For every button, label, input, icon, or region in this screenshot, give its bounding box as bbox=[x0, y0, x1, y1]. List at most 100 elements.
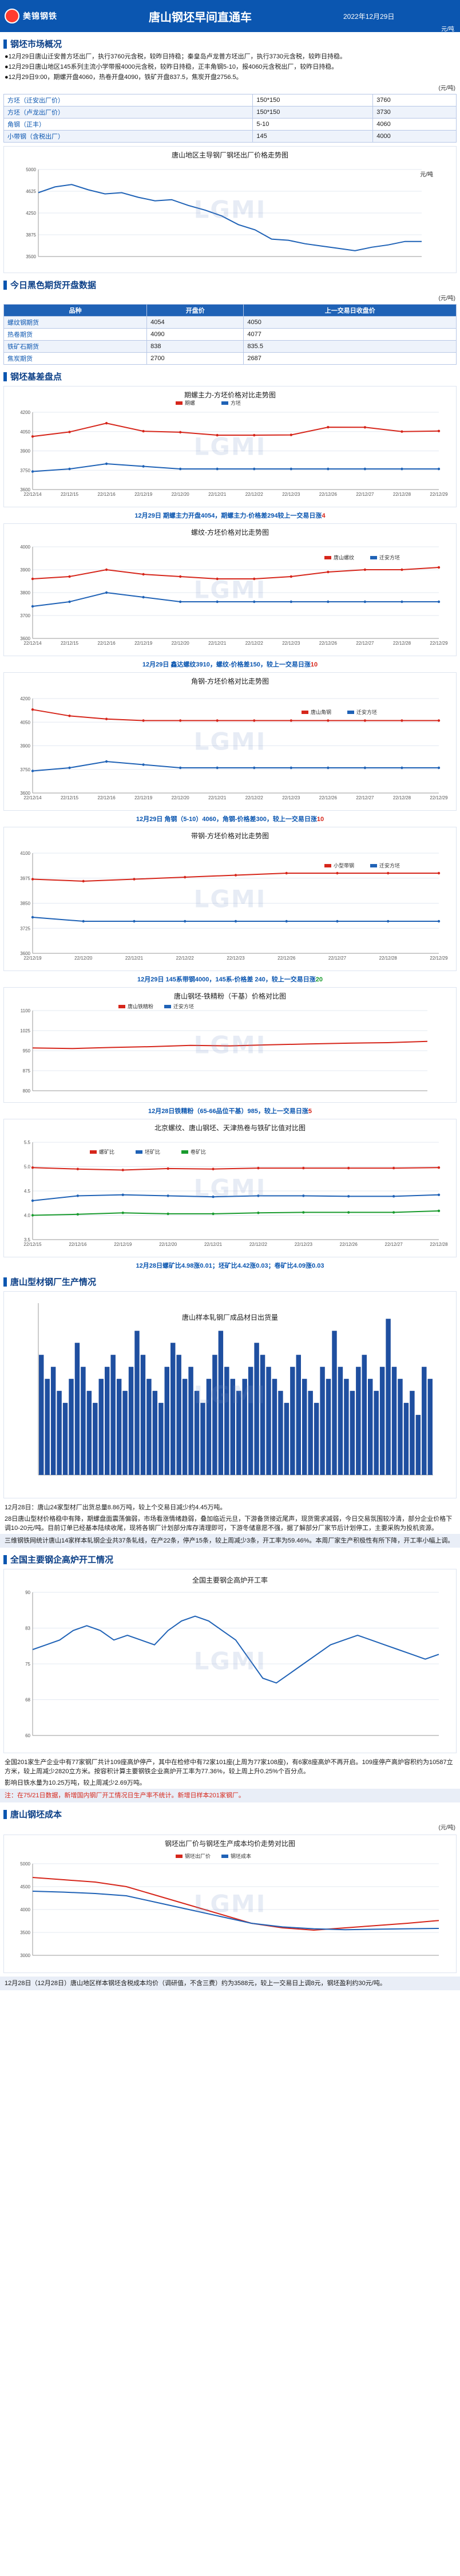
bar bbox=[362, 1355, 367, 1475]
x-tick-label: 22/12/19 bbox=[114, 1242, 132, 1247]
chart-unit: 元/吨 bbox=[420, 172, 433, 178]
legend-label: 唐山角钢 bbox=[311, 709, 331, 715]
x-tick-label: 22/12/26 bbox=[319, 641, 338, 646]
data-point bbox=[253, 600, 256, 603]
bar bbox=[98, 1379, 104, 1475]
chart-title: 期螺主力-方坯价格对比走势图 bbox=[184, 391, 276, 399]
data-point bbox=[216, 766, 219, 770]
bar bbox=[314, 1403, 319, 1475]
bar bbox=[391, 1367, 397, 1475]
x-tick-label: 22/12/15 bbox=[23, 1242, 42, 1247]
table-cell: 150*150 bbox=[252, 106, 374, 119]
data-point bbox=[363, 426, 367, 429]
y-tick-label: 3725 bbox=[20, 926, 30, 931]
series-line bbox=[32, 591, 439, 607]
bar bbox=[230, 1379, 235, 1475]
legend-swatch bbox=[164, 1005, 171, 1008]
y-tick-label: 4500 bbox=[20, 1884, 30, 1889]
x-tick-label: 22/12/27 bbox=[356, 641, 374, 646]
legend-swatch bbox=[324, 864, 331, 867]
data-point bbox=[166, 1194, 169, 1197]
data-point bbox=[142, 763, 145, 766]
chart-caption: 12月29日 角钢（5-10）4060，角钢-价格差300，较上一交易日涨10 bbox=[0, 814, 460, 823]
data-point bbox=[31, 1214, 34, 1217]
data-point bbox=[302, 1194, 305, 1197]
data-point bbox=[437, 429, 441, 433]
section-marker bbox=[3, 280, 7, 290]
bar bbox=[200, 1403, 205, 1475]
y-tick-label: 3900 bbox=[20, 449, 30, 454]
x-tick-label: 22/12/29 bbox=[430, 641, 448, 646]
bar bbox=[427, 1379, 433, 1475]
data-point bbox=[68, 575, 71, 578]
chart-futures-billet: LGMI 期螺主力-方坯价格对比走势图 3600 3750 3900 4050 4200… bbox=[3, 386, 457, 507]
bar bbox=[350, 1391, 355, 1475]
section-marker bbox=[3, 1555, 7, 1564]
data-point bbox=[216, 577, 219, 581]
legend-label: 小型带钢 bbox=[334, 862, 354, 869]
bar bbox=[122, 1391, 128, 1475]
x-tick-label: 22/12/26 bbox=[319, 795, 338, 800]
x-tick-label: 22/12/21 bbox=[204, 1242, 223, 1247]
bar bbox=[415, 1415, 421, 1475]
x-tick-label: 22/12/27 bbox=[328, 956, 347, 961]
y-tick-label: 3750 bbox=[20, 468, 30, 473]
y-tick-label: 4000 bbox=[20, 545, 30, 550]
series-line bbox=[32, 1210, 439, 1216]
x-tick-label: 22/12/22 bbox=[245, 641, 264, 646]
x-tick-label: 22/12/19 bbox=[134, 492, 153, 497]
y-tick-label: 1025 bbox=[20, 1028, 30, 1033]
bar bbox=[45, 1379, 50, 1475]
data-point bbox=[327, 600, 330, 603]
data-point bbox=[212, 1212, 215, 1216]
caption-value: 4 bbox=[322, 512, 326, 519]
y-tick-label: 5000 bbox=[20, 1861, 30, 1867]
chart-svg bbox=[38, 1303, 433, 1476]
section-marker bbox=[3, 372, 7, 381]
y-tick-label: 4000 bbox=[20, 1907, 30, 1912]
chart-svg: 3600 3700 3800 3900 4000 22/12/14 22/12/15 22/1… bbox=[20, 545, 448, 646]
bar bbox=[176, 1355, 181, 1475]
bar bbox=[266, 1367, 271, 1475]
data-point bbox=[179, 467, 182, 471]
table-row: 铁矿石期货 838 835.5 bbox=[3, 340, 457, 353]
data-point bbox=[68, 467, 71, 471]
bar bbox=[242, 1379, 247, 1475]
column-header: 上一交易日收盘价 bbox=[243, 304, 457, 317]
bar bbox=[260, 1355, 265, 1475]
x-tick-label: 22/12/28 bbox=[379, 956, 398, 961]
data-point bbox=[400, 600, 403, 603]
price-table: 方坯（迁安出厂价） 150*150 3760 方坯（卢龙出厂价） 150*150… bbox=[3, 94, 457, 143]
data-point bbox=[400, 719, 403, 722]
section-steel-market: 钢坯市场概况 bbox=[3, 38, 457, 50]
data-point bbox=[184, 875, 187, 879]
data-point bbox=[142, 429, 145, 433]
chart-angle-billet: LGMI 角钢-方坯价格对比走势图 3600 3750 3900 4050 4200 22… bbox=[3, 672, 457, 811]
data-point bbox=[68, 766, 71, 770]
bar bbox=[50, 1367, 56, 1475]
data-point bbox=[327, 766, 330, 770]
table-cell: 螺纹钢期货 bbox=[3, 316, 148, 329]
table-row: 角钢（正丰） 5-10 4060 bbox=[3, 118, 457, 131]
x-tick-label: 22/12/27 bbox=[385, 1242, 403, 1247]
chart-caption: 12月28日螺矿比4.98涨0.01；坯矿比4.42涨0.03；卷矿比4.09涨… bbox=[136, 1263, 324, 1269]
data-point bbox=[142, 595, 145, 599]
legend-label: 方坯 bbox=[231, 400, 241, 406]
x-tick-label: 22/12/28 bbox=[430, 1242, 448, 1247]
table-row: 方坯（卢龙出厂价） 150*150 3730 bbox=[3, 106, 457, 119]
bar bbox=[248, 1367, 253, 1475]
bar bbox=[218, 1331, 224, 1475]
x-tick-label: 22/12/22 bbox=[245, 492, 264, 497]
legend-swatch bbox=[370, 864, 377, 867]
data-point bbox=[387, 871, 390, 875]
section-mill-status: 唐山型材钢厂生产情况 bbox=[3, 1276, 457, 1288]
chart-caption: 12月28日铁精粉（65-66品位干基）985，较上一交易日涨5 bbox=[0, 1106, 460, 1115]
data-point bbox=[212, 1167, 215, 1170]
mill-paragraph: 28日唐山型材价格稳中有降，期螺盘面震荡偏弱，市场看涨情绪趋弱，叠加临近元旦，下… bbox=[5, 1516, 453, 1532]
data-point bbox=[400, 430, 403, 433]
y-tick-label: 3500 bbox=[26, 254, 36, 259]
chart-caption: 12月29日 145系带钢4000，145系-价格差 240，较上一交易日涨20 bbox=[0, 975, 460, 984]
caption-value: 5 bbox=[308, 1108, 312, 1115]
table-row: 焦炭期货 2700 2687 bbox=[3, 352, 457, 365]
unit-label: (元/吨) bbox=[438, 1825, 455, 1831]
